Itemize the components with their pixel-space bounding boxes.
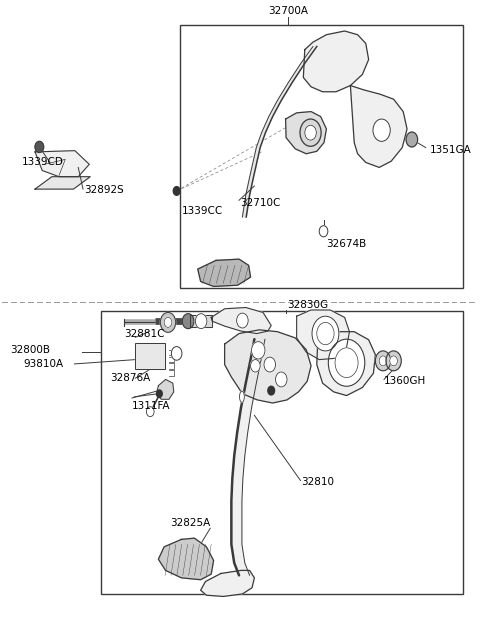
Text: 1311FA: 1311FA <box>132 401 170 411</box>
Circle shape <box>373 119 390 141</box>
Circle shape <box>312 316 339 351</box>
Text: 32700A: 32700A <box>268 6 308 16</box>
Text: 93810A: 93810A <box>23 359 63 369</box>
Bar <box>101 311 463 594</box>
Text: 32710C: 32710C <box>240 198 280 208</box>
Circle shape <box>375 351 391 371</box>
Text: 32830G: 32830G <box>287 300 328 310</box>
Text: 1351GA: 1351GA <box>430 145 471 155</box>
Circle shape <box>276 372 287 387</box>
Polygon shape <box>242 46 317 217</box>
Circle shape <box>237 313 248 328</box>
Circle shape <box>264 357 276 372</box>
Circle shape <box>319 226 328 237</box>
Polygon shape <box>297 310 349 360</box>
Polygon shape <box>225 330 311 403</box>
Circle shape <box>160 312 176 332</box>
Circle shape <box>379 356 387 366</box>
Polygon shape <box>350 86 407 167</box>
Polygon shape <box>156 379 174 399</box>
Text: 32810: 32810 <box>301 477 335 487</box>
Circle shape <box>328 339 365 386</box>
Circle shape <box>252 342 265 359</box>
Text: 1339CD: 1339CD <box>22 157 63 167</box>
Text: 1360GH: 1360GH <box>384 376 426 386</box>
Circle shape <box>251 360 260 372</box>
Polygon shape <box>201 570 254 596</box>
Circle shape <box>35 141 44 153</box>
Circle shape <box>317 322 334 345</box>
Text: 32825A: 32825A <box>170 518 211 528</box>
Polygon shape <box>158 538 214 580</box>
Circle shape <box>164 317 172 327</box>
Polygon shape <box>303 31 369 92</box>
Polygon shape <box>211 308 271 334</box>
Bar <box>190 315 212 327</box>
Text: 32800B: 32800B <box>11 345 50 355</box>
Circle shape <box>335 348 358 378</box>
Text: 1339CC: 1339CC <box>181 206 223 216</box>
Polygon shape <box>198 259 251 286</box>
Polygon shape <box>231 339 265 575</box>
Circle shape <box>268 386 275 395</box>
Circle shape <box>146 407 154 417</box>
Ellipse shape <box>240 391 244 402</box>
Circle shape <box>300 119 321 146</box>
Text: 32674B: 32674B <box>326 239 367 249</box>
Bar <box>180 25 463 288</box>
Circle shape <box>171 347 182 360</box>
Bar <box>135 343 165 369</box>
Polygon shape <box>286 112 326 154</box>
Circle shape <box>173 187 180 195</box>
Circle shape <box>390 356 397 366</box>
Text: 32881C: 32881C <box>124 329 164 339</box>
Circle shape <box>182 314 194 329</box>
Bar <box>135 343 165 369</box>
Text: 32876A: 32876A <box>110 373 151 383</box>
Circle shape <box>305 125 316 140</box>
Circle shape <box>386 351 401 371</box>
Polygon shape <box>317 332 375 396</box>
Bar <box>190 315 212 327</box>
Circle shape <box>195 314 207 329</box>
Circle shape <box>156 390 162 397</box>
Circle shape <box>406 132 418 147</box>
Polygon shape <box>35 177 90 189</box>
Polygon shape <box>35 151 89 177</box>
Text: 32892S: 32892S <box>84 185 124 195</box>
